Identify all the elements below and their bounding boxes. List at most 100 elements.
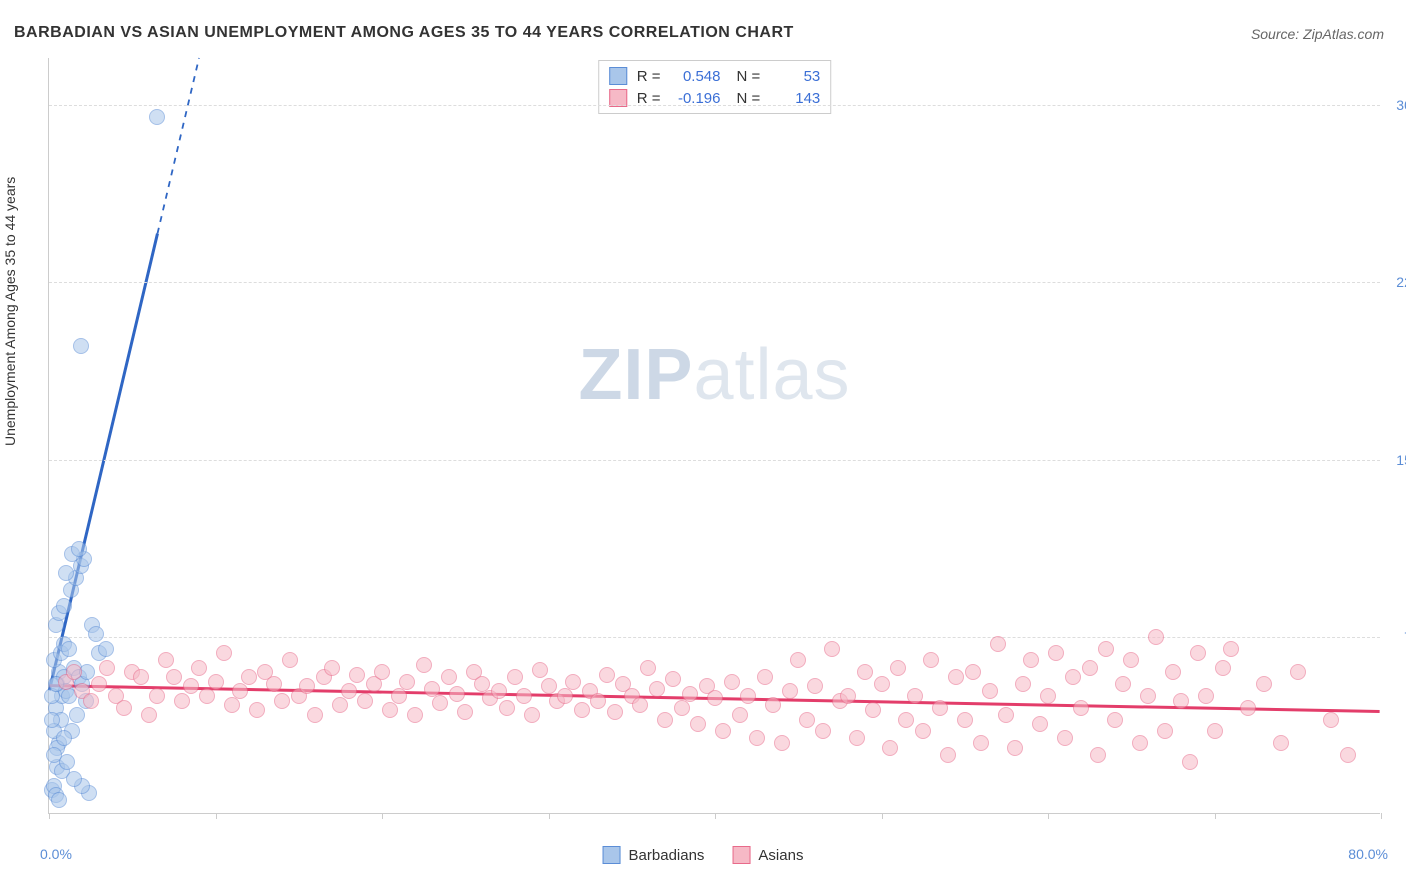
data-point bbox=[774, 735, 790, 751]
data-point bbox=[1123, 652, 1139, 668]
data-point bbox=[61, 641, 77, 657]
data-point bbox=[632, 697, 648, 713]
data-point bbox=[1090, 747, 1106, 763]
x-tick bbox=[49, 813, 50, 819]
data-point bbox=[66, 664, 82, 680]
data-point bbox=[1148, 629, 1164, 645]
grid-line bbox=[49, 637, 1380, 638]
data-point bbox=[640, 660, 656, 676]
y-axis-label: Unemployment Among Ages 35 to 44 years bbox=[2, 177, 18, 446]
data-point bbox=[266, 676, 282, 692]
data-point bbox=[1132, 735, 1148, 751]
data-point bbox=[932, 700, 948, 716]
data-point bbox=[216, 645, 232, 661]
data-point bbox=[91, 676, 107, 692]
data-point bbox=[1223, 641, 1239, 657]
data-point bbox=[790, 652, 806, 668]
data-point bbox=[590, 693, 606, 709]
data-point bbox=[765, 697, 781, 713]
data-point bbox=[890, 660, 906, 676]
data-point bbox=[382, 702, 398, 718]
chart-title: BARBADIAN VS ASIAN UNEMPLOYMENT AMONG AG… bbox=[14, 24, 794, 42]
stats-row: R =0.548N =53 bbox=[609, 65, 821, 87]
x-tick bbox=[1215, 813, 1216, 819]
trend-line-dashed bbox=[157, 58, 199, 234]
data-point bbox=[574, 702, 590, 718]
data-point bbox=[98, 641, 114, 657]
x-tick bbox=[216, 813, 217, 819]
data-point bbox=[191, 660, 207, 676]
data-point bbox=[332, 697, 348, 713]
legend-swatch bbox=[609, 67, 627, 85]
data-point bbox=[1207, 723, 1223, 739]
data-point bbox=[249, 702, 265, 718]
data-point bbox=[324, 660, 340, 676]
data-point bbox=[940, 747, 956, 763]
data-point bbox=[1140, 688, 1156, 704]
data-point bbox=[532, 662, 548, 678]
data-point bbox=[241, 669, 257, 685]
data-point bbox=[56, 730, 72, 746]
data-point bbox=[557, 688, 573, 704]
data-point bbox=[524, 707, 540, 723]
data-point bbox=[232, 683, 248, 699]
x-tick bbox=[715, 813, 716, 819]
data-point bbox=[1256, 676, 1272, 692]
data-point bbox=[416, 657, 432, 673]
data-point bbox=[1182, 754, 1198, 770]
data-point bbox=[815, 723, 831, 739]
grid-line bbox=[49, 105, 1380, 106]
data-point bbox=[66, 771, 82, 787]
x-tick bbox=[549, 813, 550, 819]
n-label: N = bbox=[737, 68, 761, 85]
data-point bbox=[1032, 716, 1048, 732]
data-point bbox=[1290, 664, 1306, 680]
data-point bbox=[998, 707, 1014, 723]
data-point bbox=[724, 674, 740, 690]
data-point bbox=[824, 641, 840, 657]
data-point bbox=[341, 683, 357, 699]
data-point bbox=[374, 664, 390, 680]
data-point bbox=[1107, 712, 1123, 728]
r-label: R = bbox=[637, 68, 661, 85]
x-axis-max-label: 80.0% bbox=[1348, 846, 1388, 862]
data-point bbox=[199, 688, 215, 704]
data-point bbox=[707, 690, 723, 706]
data-point bbox=[665, 671, 681, 687]
data-point bbox=[657, 712, 673, 728]
data-point bbox=[898, 712, 914, 728]
grid-line bbox=[49, 282, 1380, 283]
data-point bbox=[133, 669, 149, 685]
n-value: 53 bbox=[766, 68, 820, 85]
data-point bbox=[83, 693, 99, 709]
data-point bbox=[1057, 730, 1073, 746]
data-point bbox=[607, 704, 623, 720]
data-point bbox=[757, 669, 773, 685]
data-point bbox=[849, 730, 865, 746]
x-tick bbox=[1381, 813, 1382, 819]
data-point bbox=[457, 704, 473, 720]
data-point bbox=[149, 109, 165, 125]
data-point bbox=[923, 652, 939, 668]
data-point bbox=[432, 695, 448, 711]
data-point bbox=[208, 674, 224, 690]
n-label: N = bbox=[737, 90, 761, 107]
data-point bbox=[799, 712, 815, 728]
data-point bbox=[857, 664, 873, 680]
x-tick bbox=[882, 813, 883, 819]
data-point bbox=[99, 660, 115, 676]
data-point bbox=[499, 700, 515, 716]
data-point bbox=[166, 669, 182, 685]
data-point bbox=[649, 681, 665, 697]
data-point bbox=[782, 683, 798, 699]
legend-swatch bbox=[603, 846, 621, 864]
data-point bbox=[565, 674, 581, 690]
data-point bbox=[441, 669, 457, 685]
data-point bbox=[907, 688, 923, 704]
watermark-bold: ZIP bbox=[578, 335, 693, 415]
data-point bbox=[1007, 740, 1023, 756]
data-point bbox=[690, 716, 706, 732]
r-value: -0.196 bbox=[667, 90, 721, 107]
data-point bbox=[1098, 641, 1114, 657]
data-point bbox=[516, 688, 532, 704]
